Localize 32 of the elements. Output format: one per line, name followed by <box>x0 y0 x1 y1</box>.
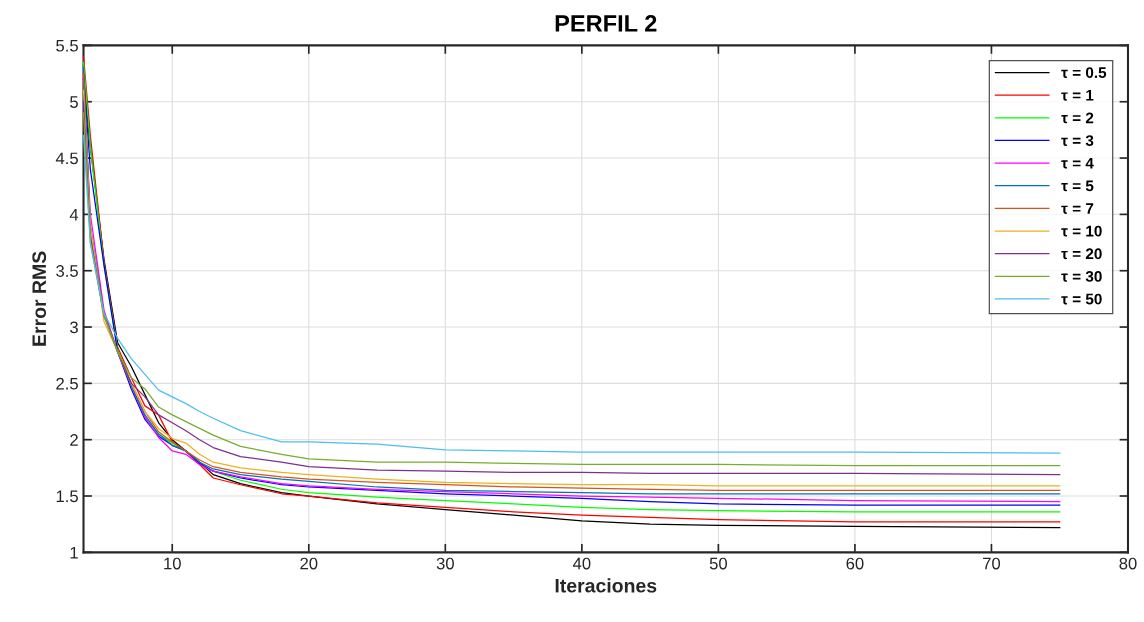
x-tick-label: 70 <box>983 557 1001 570</box>
x-tick-label: 10 <box>164 557 181 570</box>
x-axis-title: Iteraciones <box>555 578 657 593</box>
legend-label: τ = 20 <box>1061 248 1102 260</box>
y-tick-label: 2.5 <box>56 377 78 390</box>
legend-label: τ = 10 <box>1061 225 1102 237</box>
legend-label: τ = 2 <box>1061 112 1094 124</box>
legend-label: τ = 5 <box>1061 180 1094 192</box>
legend-label: τ = 50 <box>1061 293 1102 305</box>
legend-label: τ = 0.5 <box>1061 67 1107 79</box>
x-tick-label: 60 <box>846 557 864 570</box>
y-tick-label: 2 <box>70 434 78 446</box>
y-tick-label: 3.5 <box>56 265 78 277</box>
legend-label: τ = 3 <box>1061 135 1094 146</box>
x-tick-label: 20 <box>300 557 318 570</box>
y-tick-label: 5.5 <box>56 39 78 52</box>
y-tick-label: 1.5 <box>56 490 78 503</box>
y-tick-label: 4.5 <box>55 152 78 165</box>
y-axis-title: Error RMS <box>32 251 47 346</box>
x-tick-label: 40 <box>572 557 591 570</box>
legend-label: τ = 4 <box>1061 157 1094 169</box>
x-tick-label: 80 <box>1119 557 1137 570</box>
legend-label: τ = 30 <box>1061 271 1102 282</box>
y-tick-label: 4 <box>69 208 79 221</box>
y-tick-label: 3 <box>70 321 78 334</box>
legend-label: τ = 7 <box>1061 203 1094 214</box>
x-tick-label: 30 <box>436 557 454 570</box>
y-tick-label: 5 <box>70 96 78 108</box>
y-tick-label: 1 <box>70 546 78 559</box>
x-tick-label: 50 <box>709 557 728 570</box>
legend-label: τ = 1 <box>1061 90 1094 101</box>
chart-title: PERFIL 2 <box>555 15 657 32</box>
